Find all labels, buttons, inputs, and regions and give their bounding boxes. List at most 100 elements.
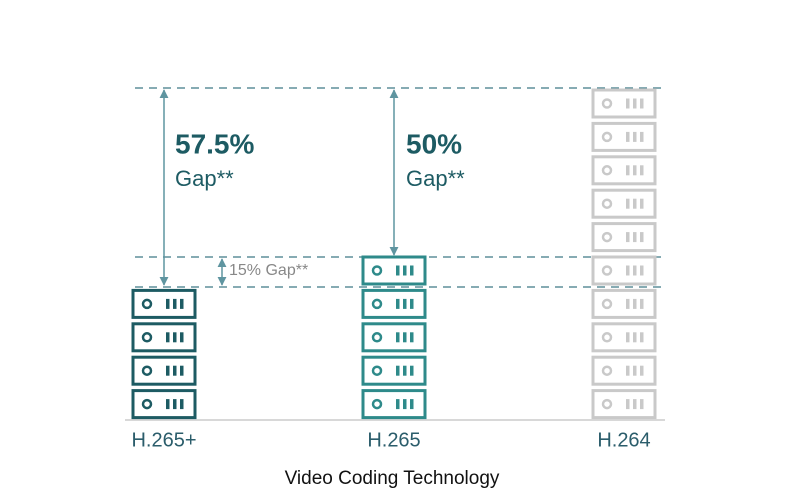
x-tick-label: H.265 <box>367 429 420 451</box>
server-body <box>591 255 657 286</box>
server-icon <box>591 389 657 420</box>
server-slot <box>166 399 170 410</box>
server-slot <box>403 298 407 309</box>
server-icon <box>131 288 197 319</box>
server-icon <box>131 355 197 386</box>
server-slot <box>396 298 400 309</box>
gap-text: Gap** <box>406 166 465 191</box>
server-icon <box>361 389 427 420</box>
server-icon <box>361 255 427 286</box>
server-light <box>601 98 613 109</box>
server-slot <box>403 365 407 376</box>
server-light <box>141 398 153 410</box>
server-slot <box>626 365 630 376</box>
gap-text: 15% Gap** <box>229 262 308 279</box>
server-slot <box>396 332 400 343</box>
server-icon <box>131 389 197 420</box>
server-icon <box>361 355 427 386</box>
server-light <box>601 398 613 410</box>
server-slot <box>633 265 637 276</box>
server-slot <box>410 265 414 276</box>
server-light <box>141 298 153 310</box>
server-slot <box>626 332 630 343</box>
server-icon <box>591 355 657 386</box>
server-slot <box>626 265 630 276</box>
server-slot <box>633 399 637 410</box>
server-slot <box>640 165 644 176</box>
server-slot <box>633 298 637 309</box>
server-slot <box>180 365 184 376</box>
server-slot <box>633 165 637 176</box>
server-slot <box>626 399 630 410</box>
server-slot <box>410 399 414 410</box>
server-icon <box>591 222 657 253</box>
server-slot <box>180 332 184 343</box>
server-slot <box>626 298 630 309</box>
server-slot <box>640 131 644 142</box>
server-body <box>361 389 427 420</box>
server-icon <box>591 255 657 286</box>
server-light <box>371 265 383 276</box>
server-slot <box>640 332 644 343</box>
server-stack <box>131 288 197 420</box>
server-slot <box>640 265 644 276</box>
server-slot <box>633 198 637 209</box>
server-body <box>361 322 427 353</box>
server-slot <box>640 232 644 243</box>
server-icon <box>131 322 197 353</box>
server-slot <box>633 98 637 109</box>
server-slot <box>396 365 400 376</box>
server-icon <box>591 322 657 353</box>
x-tick-label: H.265+ <box>131 429 196 451</box>
server-slot <box>396 265 400 276</box>
server-slot <box>626 232 630 243</box>
server-slot <box>410 332 414 343</box>
server-slot <box>403 399 407 410</box>
server-light <box>601 298 613 310</box>
server-slot <box>633 365 637 376</box>
server-slot <box>396 399 400 410</box>
server-icon <box>591 88 657 119</box>
server-light <box>601 198 613 209</box>
server-slot <box>403 265 407 276</box>
server-slot <box>640 198 644 209</box>
server-light <box>601 131 613 143</box>
server-light <box>371 365 383 376</box>
server-slot <box>640 365 644 376</box>
server-slot <box>166 332 170 343</box>
server-stack <box>361 255 427 420</box>
server-slot <box>173 332 177 343</box>
server-slot <box>403 332 407 343</box>
server-light <box>601 165 613 176</box>
server-light <box>601 365 613 376</box>
x-tick-label: H.264 <box>597 429 650 451</box>
server-stack <box>591 88 657 420</box>
server-light <box>141 365 153 376</box>
server-slot <box>633 332 637 343</box>
server-slot <box>640 399 644 410</box>
server-icon <box>361 288 427 319</box>
server-icon <box>591 121 657 152</box>
server-slot <box>633 232 637 243</box>
server-slot <box>633 131 637 142</box>
server-slot <box>173 365 177 376</box>
server-light <box>141 332 153 343</box>
server-light <box>371 298 383 310</box>
server-slot <box>180 298 184 309</box>
server-slot <box>626 165 630 176</box>
server-slot <box>626 131 630 142</box>
server-body <box>591 155 657 186</box>
server-icon <box>591 188 657 219</box>
guide-lines <box>135 87 662 288</box>
gap-value: 57.5% <box>175 128 254 159</box>
server-icon <box>591 155 657 186</box>
server-slot <box>410 365 414 376</box>
server-light <box>371 332 383 343</box>
server-light <box>371 398 383 410</box>
server-slot <box>173 399 177 410</box>
server-slot <box>640 298 644 309</box>
server-light <box>601 231 613 243</box>
gap-text: Gap** <box>175 166 234 191</box>
